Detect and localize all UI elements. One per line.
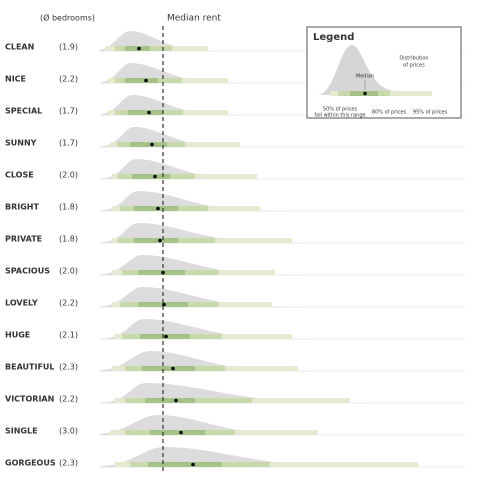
median-dot bbox=[179, 430, 183, 435]
median-dot bbox=[164, 334, 168, 339]
median-dot bbox=[147, 110, 151, 115]
legend-distribution-label: Distribution bbox=[399, 56, 428, 62]
p50-interval bbox=[125, 78, 158, 83]
row-label: VICTORIAN bbox=[5, 395, 54, 404]
reference-label: Median rent bbox=[167, 14, 221, 24]
median-dot bbox=[137, 46, 141, 51]
rows: CLEAN (1.9) NICE (2.2) SPECIAL (1.7) SUNNY (1.7… bbox=[5, 26, 465, 471]
median-dot bbox=[162, 302, 166, 307]
row-label: SINGLE bbox=[5, 427, 38, 436]
legend-p80-label: 80% of prices bbox=[372, 110, 407, 116]
bedrooms: (1.8) bbox=[59, 203, 78, 212]
median-dot bbox=[191, 462, 195, 467]
bedrooms: (1.7) bbox=[59, 139, 78, 148]
row-label: CLEAN bbox=[5, 43, 34, 52]
row-label: HUGE bbox=[5, 331, 30, 340]
bedrooms: (2.2) bbox=[59, 75, 78, 84]
legend-median bbox=[363, 91, 367, 96]
row-label: SPACIOUS bbox=[5, 267, 50, 276]
legend-box bbox=[306, 26, 462, 119]
legend: Legend Median Distribution of prices 50%… bbox=[306, 26, 462, 119]
median-dot bbox=[158, 238, 162, 243]
header: (Ø bedrooms) bbox=[40, 13, 95, 23]
bedrooms: (2.0) bbox=[59, 171, 78, 180]
legend-p95-label: 95% of prices bbox=[413, 110, 448, 116]
median-dot bbox=[156, 206, 160, 211]
row-label: GORGEOUS bbox=[5, 459, 56, 468]
legend-density bbox=[318, 45, 430, 95]
median-dot bbox=[171, 366, 175, 371]
bedrooms: (2.1) bbox=[59, 331, 78, 340]
legend-title: Legend bbox=[313, 32, 354, 43]
bedrooms: (1.9) bbox=[59, 43, 78, 52]
p50-interval bbox=[130, 142, 167, 147]
p50-interval bbox=[132, 174, 170, 179]
p50-interval bbox=[145, 398, 195, 403]
p50-interval bbox=[134, 238, 178, 243]
row-label: BEAUTIFUL bbox=[5, 363, 55, 372]
p50-interval bbox=[128, 110, 163, 115]
p50-interval bbox=[134, 206, 178, 211]
legend-p50-label: 50% of prices bbox=[323, 107, 358, 113]
bedrooms: (2.3) bbox=[59, 459, 78, 468]
row-label: CLOSE bbox=[5, 171, 34, 180]
bedrooms: (3.0) bbox=[59, 427, 78, 436]
legend-median-label: Median bbox=[356, 74, 374, 80]
row-label: LOVELY bbox=[5, 299, 38, 308]
legend-distribution-label: of prices bbox=[403, 63, 425, 69]
bedrooms: (1.8) bbox=[59, 235, 78, 244]
row-label: PRIVATE bbox=[5, 235, 42, 244]
bedrooms: (2.3) bbox=[59, 363, 78, 372]
bedrooms: (2.2) bbox=[59, 299, 78, 308]
median-dot bbox=[174, 398, 178, 403]
bedrooms: (1.7) bbox=[59, 107, 78, 116]
median-dot bbox=[150, 142, 154, 147]
p50-interval bbox=[142, 366, 195, 371]
median-dot bbox=[153, 174, 157, 179]
p50-interval bbox=[150, 430, 205, 435]
row-label: NICE bbox=[5, 75, 26, 84]
row-label: BRIGHT bbox=[5, 203, 39, 212]
row-label: SUNNY bbox=[5, 139, 37, 148]
legend-p50-label: fall within this range bbox=[314, 113, 365, 119]
bedrooms: (2.2) bbox=[59, 395, 78, 404]
median-dot bbox=[144, 78, 148, 83]
p50-interval bbox=[148, 462, 222, 467]
row-label: SPECIAL bbox=[5, 107, 42, 116]
bedrooms: (2.0) bbox=[59, 267, 78, 276]
